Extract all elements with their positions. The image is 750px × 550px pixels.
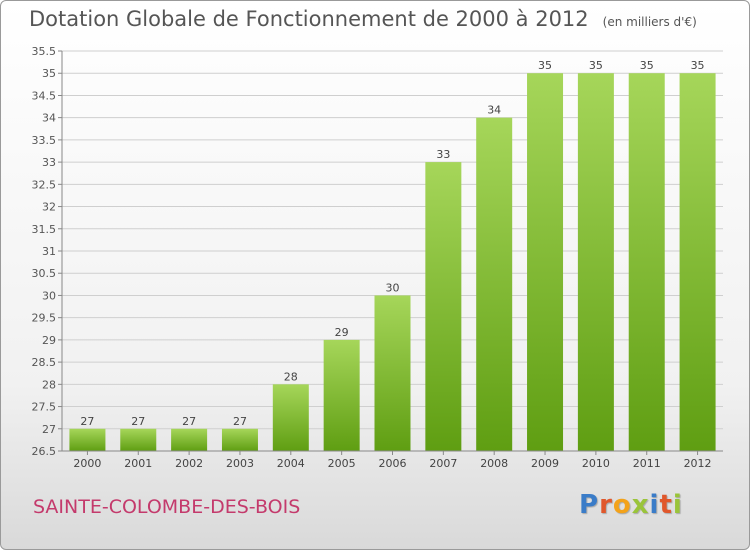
x-tick-label: 2009 <box>531 457 559 470</box>
x-tick-label: 2003 <box>226 457 254 470</box>
y-tick-label: 33.5 <box>32 134 57 147</box>
bar <box>69 428 106 451</box>
bars: 27 27 27 27 28 29 30 33 34 35 35 35 35 <box>69 59 716 452</box>
x-tick-label: 2008 <box>480 457 508 470</box>
y-tick-label: 35 <box>42 67 56 80</box>
y-tick-label: 32 <box>42 201 56 214</box>
y-tick-label: 29 <box>42 334 56 347</box>
bar-value-label: 35 <box>538 59 552 72</box>
bar <box>476 117 513 452</box>
bar <box>577 73 614 451</box>
y-tick-label: 28.5 <box>32 356 57 369</box>
chart-subtitle: (en milliers d'€) <box>602 15 697 29</box>
chart-title: Dotation Globale de Fonctionnement de 20… <box>29 7 697 31</box>
y-tick-label: 29.5 <box>32 312 57 325</box>
y-tick-label: 27 <box>42 423 56 436</box>
x-tick-label: 2012 <box>684 457 712 470</box>
y-tick-label: 31.5 <box>32 223 57 236</box>
x-tick-label: 2011 <box>633 457 661 470</box>
bar <box>374 295 411 451</box>
bar-value-label: 29 <box>335 326 349 339</box>
bar-value-label: 27 <box>182 415 196 428</box>
logo-letter: t <box>659 490 673 520</box>
y-tick-label: 34 <box>42 112 56 125</box>
x-tick-label: 2006 <box>379 457 407 470</box>
x-tick-label: 2000 <box>73 457 101 470</box>
bar <box>425 162 462 451</box>
x-tick-label: 2007 <box>429 457 457 470</box>
bar <box>171 428 208 451</box>
bar-value-label: 28 <box>284 370 298 383</box>
y-tick-label: 31 <box>42 245 56 258</box>
y-tick-label: 34.5 <box>32 89 57 102</box>
bar-value-label: 35 <box>691 59 705 72</box>
bar <box>221 428 258 451</box>
y-tick-label: 26.5 <box>32 445 57 458</box>
y-tick-label: 28 <box>42 378 56 391</box>
commune-name: SAINTE-COLOMBE-DES-BOIS <box>33 496 301 518</box>
proxiti-logo: Proxiti <box>579 490 683 520</box>
logo-letter: r <box>599 490 613 520</box>
bar <box>323 339 360 451</box>
x-tick-label: 2010 <box>582 457 610 470</box>
bar <box>272 384 309 451</box>
bar-value-label: 35 <box>640 59 654 72</box>
x-tick-label: 2004 <box>277 457 305 470</box>
axes <box>61 51 723 452</box>
y-tick-label: 32.5 <box>32 178 57 191</box>
y-tick-label: 30.5 <box>32 267 57 280</box>
bar <box>527 73 564 451</box>
bar-value-label: 30 <box>386 281 400 294</box>
bar-value-label: 27 <box>80 415 94 428</box>
y-tick-label: 30 <box>42 289 56 302</box>
bar <box>628 73 665 451</box>
bar <box>120 428 157 451</box>
logo-letter: i <box>649 490 660 520</box>
x-tick-label: 2001 <box>124 457 152 470</box>
bar-value-label: 35 <box>589 59 603 72</box>
y-tick-label: 27.5 <box>32 401 57 414</box>
y-axis-ticks: 26.5 27 27.5 28 28.5 29 29.5 30 30.5 31 31.5 32 32.5… <box>32 45 62 458</box>
logo-letter: P <box>579 490 600 520</box>
logo-letter: x <box>631 490 650 520</box>
bar-value-label: 34 <box>487 104 501 117</box>
bar-value-label: 33 <box>436 148 450 161</box>
y-tick-label: 35.5 <box>32 45 57 58</box>
y-tick-label: 33 <box>42 156 56 169</box>
logo-letter: i <box>672 490 683 520</box>
x-tick-label: 2005 <box>328 457 356 470</box>
x-axis-ticks: 2000 2001 2002 2003 2004 2005 2006 2007 2008 2009… <box>73 451 712 470</box>
chart-title-text: Dotation Globale de Fonctionnement de 20… <box>29 7 589 31</box>
logo-letter: o <box>612 490 632 520</box>
x-tick-label: 2002 <box>175 457 203 470</box>
bar-value-label: 27 <box>233 415 247 428</box>
bar <box>679 73 716 451</box>
bar-value-label: 27 <box>131 415 145 428</box>
